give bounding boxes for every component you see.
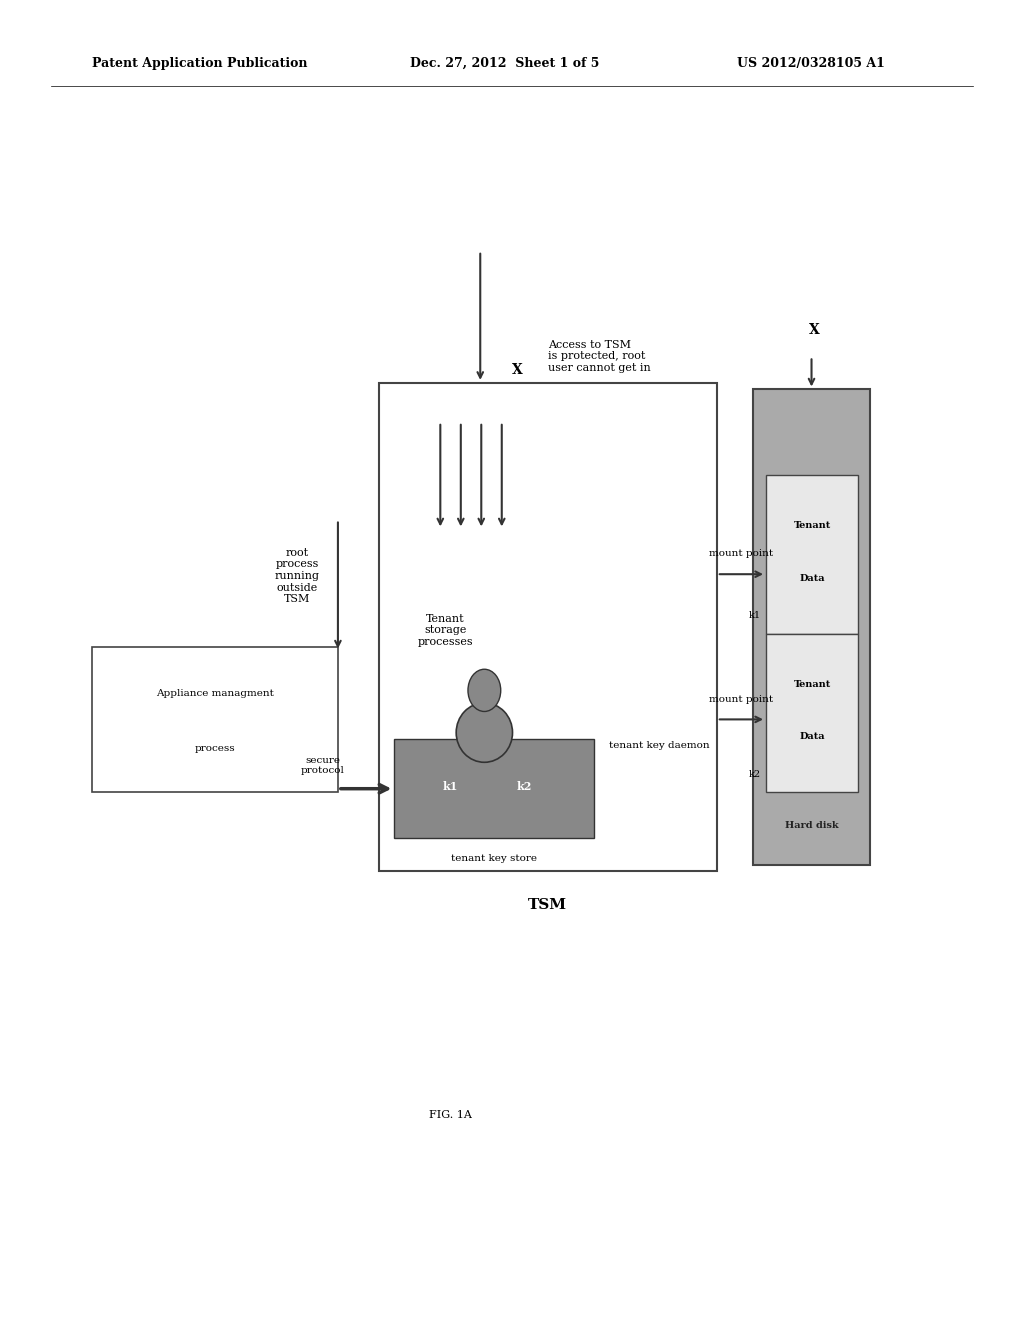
Text: FIG. 1A: FIG. 1A bbox=[429, 1110, 472, 1121]
Text: Dec. 27, 2012  Sheet 1 of 5: Dec. 27, 2012 Sheet 1 of 5 bbox=[410, 57, 599, 70]
Text: Data: Data bbox=[799, 574, 825, 582]
FancyBboxPatch shape bbox=[753, 389, 870, 865]
Ellipse shape bbox=[456, 702, 512, 763]
Text: Patent Application Publication: Patent Application Publication bbox=[92, 57, 307, 70]
Text: k2: k2 bbox=[749, 770, 761, 779]
Text: k2: k2 bbox=[516, 781, 531, 792]
Text: mount point: mount point bbox=[710, 549, 773, 558]
FancyBboxPatch shape bbox=[766, 475, 858, 634]
Text: Tenant: Tenant bbox=[794, 521, 830, 531]
Text: Data: Data bbox=[799, 733, 825, 741]
Text: X: X bbox=[809, 323, 819, 337]
Text: Tenant
storage
processes: Tenant storage processes bbox=[418, 614, 473, 647]
Text: k1: k1 bbox=[749, 611, 761, 620]
Text: process: process bbox=[195, 744, 236, 752]
Text: tenant key daemon: tenant key daemon bbox=[609, 742, 710, 750]
Text: k1: k1 bbox=[442, 781, 458, 792]
Text: mount point: mount point bbox=[710, 694, 773, 704]
Text: Access to TSM
is protected, root
user cannot get in: Access to TSM is protected, root user ca… bbox=[548, 339, 650, 374]
Text: US 2012/0328105 A1: US 2012/0328105 A1 bbox=[737, 57, 885, 70]
FancyBboxPatch shape bbox=[394, 739, 594, 838]
Text: X: X bbox=[512, 363, 522, 376]
Text: TSM: TSM bbox=[528, 898, 567, 912]
Text: tenant key store: tenant key store bbox=[452, 854, 537, 863]
Text: root
process
running
outside
TSM: root process running outside TSM bbox=[274, 548, 319, 605]
Text: Appliance managment: Appliance managment bbox=[156, 689, 274, 698]
FancyBboxPatch shape bbox=[92, 647, 338, 792]
Text: Tenant: Tenant bbox=[794, 680, 830, 689]
Circle shape bbox=[468, 669, 501, 711]
Text: secure
protocol: secure protocol bbox=[301, 756, 344, 775]
FancyBboxPatch shape bbox=[766, 634, 858, 792]
Text: Hard disk: Hard disk bbox=[784, 821, 839, 829]
FancyBboxPatch shape bbox=[379, 383, 717, 871]
